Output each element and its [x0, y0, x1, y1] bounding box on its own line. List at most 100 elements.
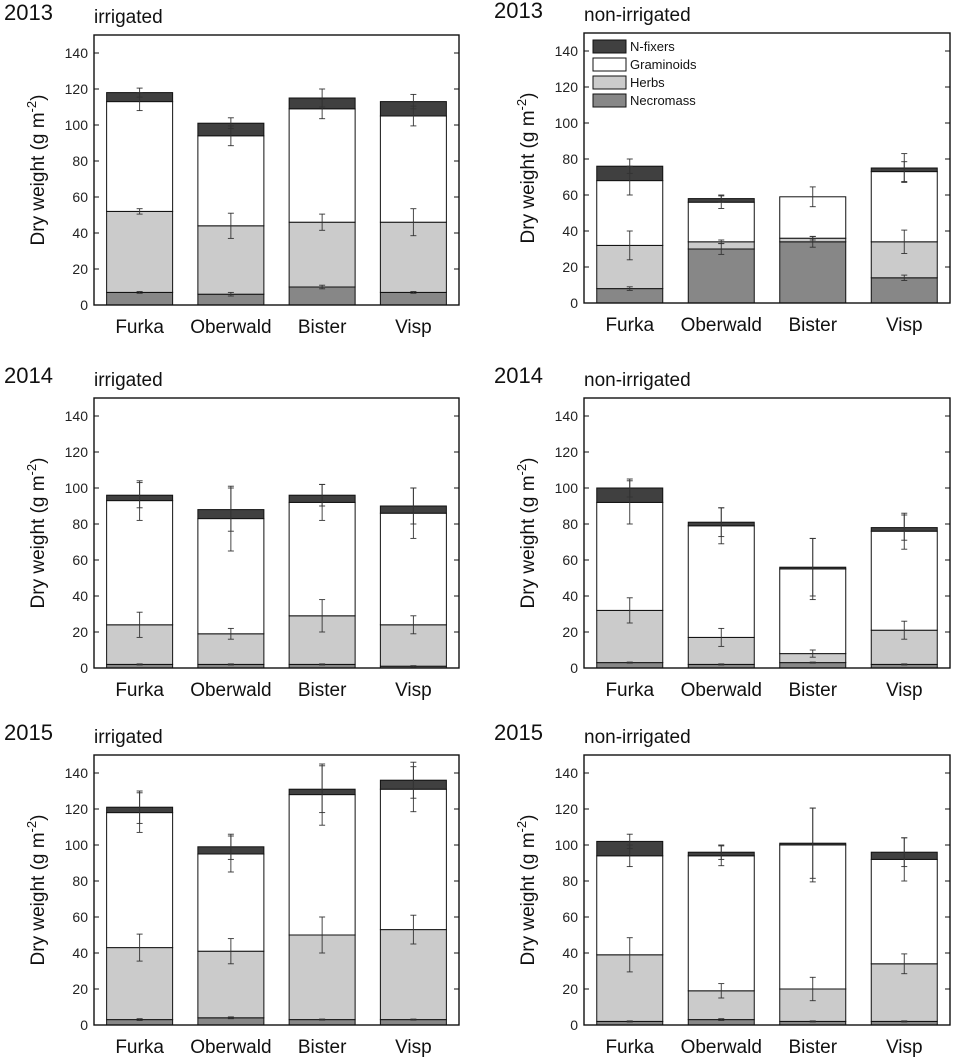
- y-tick-label: 60: [72, 909, 88, 925]
- bar-visp: [870, 837, 938, 1026]
- panel-year-label: 2013: [4, 0, 53, 25]
- y-tick-label: 20: [72, 624, 88, 640]
- bar-segment-herbs: [379, 929, 447, 1021]
- y-axis-label: Dry weight (g m-2): [514, 93, 539, 244]
- y-tick-label: 120: [555, 444, 579, 460]
- x-tick-label: Visp: [395, 1037, 432, 1058]
- panel-treatment-label: irrigated: [94, 370, 163, 391]
- y-tick-label: 140: [65, 765, 89, 781]
- x-tick-label: Visp: [886, 1037, 923, 1058]
- legend-swatch: [592, 57, 627, 72]
- y-tick-label: 0: [80, 660, 88, 676]
- y-tick-label: 140: [65, 408, 89, 424]
- x-tick-label: Oberwald: [681, 315, 762, 336]
- x-tick-label: Furka: [115, 1037, 164, 1058]
- x-tick-label: Visp: [886, 680, 923, 701]
- legend-label: Graminoids: [630, 57, 697, 72]
- x-tick-label: Bister: [788, 315, 837, 336]
- y-tick-label: 40: [562, 945, 578, 961]
- y-tick-label: 0: [80, 1017, 88, 1033]
- y-tick-label: 120: [65, 444, 89, 460]
- bar-segment-herbs: [870, 241, 938, 279]
- bar-furka: [596, 833, 664, 1026]
- legend-label: N-fixers: [630, 39, 675, 54]
- bar-oberwald: [197, 485, 265, 669]
- y-tick-label: 0: [570, 295, 578, 311]
- legend-swatch: [592, 75, 627, 90]
- x-tick-label: Bister: [298, 680, 347, 701]
- bar-segment-herbs: [288, 221, 356, 288]
- bar-segment-graminoids: [288, 108, 356, 223]
- y-tick-label: 0: [570, 1017, 578, 1033]
- y-axis-label: Dry weight (g m-2): [24, 815, 49, 966]
- x-tick-label: Oberwald: [681, 1037, 762, 1058]
- y-axis-label: Dry weight (g m-2): [24, 458, 49, 609]
- legend-label: Herbs: [630, 75, 665, 90]
- x-tick-label: Furka: [605, 680, 654, 701]
- panel-year-label: 2015: [4, 720, 53, 745]
- panel-2013-non-irrigated: 2013 non-irrigated Dry weight (g m-2) 0 20 40…: [494, 0, 951, 336]
- bar-visp: [379, 761, 447, 1026]
- y-tick-label: 120: [555, 801, 579, 817]
- bar-segment-graminoids: [687, 525, 755, 638]
- bar-bister: [779, 186, 847, 304]
- x-tick-label: Bister: [298, 317, 347, 338]
- bar-oberwald: [687, 194, 755, 304]
- y-tick-label: 140: [555, 408, 579, 424]
- y-axis-label: Dry weight (g m-2): [514, 458, 539, 609]
- bar-segment-necromass: [379, 291, 447, 306]
- legend-label: Necromass: [630, 93, 696, 108]
- bar-visp: [870, 512, 938, 669]
- bar-oberwald: [687, 844, 755, 1026]
- bar-furka: [106, 87, 174, 306]
- y-tick-label: 0: [80, 297, 88, 313]
- bar-segment-graminoids: [106, 101, 174, 212]
- bar-furka: [106, 790, 174, 1026]
- bar-segment-graminoids: [197, 135, 265, 227]
- y-tick-label: 0: [570, 660, 578, 676]
- x-tick-label: Visp: [395, 317, 432, 338]
- x-tick-label: Oberwald: [190, 680, 271, 701]
- x-tick-label: Furka: [115, 680, 164, 701]
- x-tick-label: Visp: [395, 680, 432, 701]
- plot-frame: [93, 397, 460, 669]
- x-tick-label: Oberwald: [190, 317, 271, 338]
- plot-frame: [583, 754, 951, 1026]
- bar-oberwald: [197, 833, 265, 1026]
- panel-year-label: 2013: [494, 0, 543, 23]
- bar-segment-necromass: [687, 248, 755, 304]
- y-tick-label: 80: [562, 873, 578, 889]
- panel-2014-non-irrigated: 2014 non-irrigated Dry weight (g m-2) 0 20 40…: [494, 363, 951, 701]
- y-tick-label: 60: [72, 189, 88, 205]
- bar-segment-graminoids: [687, 855, 755, 992]
- bar-furka: [596, 158, 664, 304]
- legend-swatch: [592, 39, 627, 54]
- y-tick-label: 20: [562, 624, 578, 640]
- panel-treatment-label: irrigated: [94, 7, 163, 28]
- legend: N-fixers Graminoids Herbs Necromass: [592, 39, 697, 108]
- x-tick-label: Furka: [605, 1037, 654, 1058]
- x-tick-label: Visp: [886, 315, 923, 336]
- bar-oberwald: [687, 507, 755, 669]
- y-tick-label: 80: [562, 151, 578, 167]
- bar-bister: [779, 537, 847, 669]
- y-tick-label: 100: [65, 837, 89, 853]
- y-tick-label: 80: [72, 516, 88, 532]
- bar-segment-graminoids: [106, 812, 174, 949]
- y-tick-label: 100: [65, 480, 89, 496]
- panel-treatment-label: irrigated: [94, 727, 163, 748]
- y-tick-label: 120: [65, 81, 89, 97]
- y-tick-label: 40: [562, 223, 578, 239]
- bar-segment-necromass: [288, 286, 356, 306]
- x-tick-label: Furka: [605, 315, 654, 336]
- panel-treatment-label: non-irrigated: [584, 727, 691, 748]
- bar-bister: [288, 88, 356, 306]
- x-tick-label: Bister: [788, 1037, 837, 1058]
- y-tick-label: 60: [562, 552, 578, 568]
- panel-2013-irrigated: 2013 irrigated Dry weight (g m-2) 0 20 40 60 80…: [4, 0, 460, 338]
- bar-bister: [288, 763, 356, 1026]
- y-tick-label: 140: [65, 45, 89, 61]
- y-tick-label: 140: [555, 765, 579, 781]
- y-tick-label: 140: [555, 43, 579, 59]
- y-tick-label: 20: [562, 259, 578, 275]
